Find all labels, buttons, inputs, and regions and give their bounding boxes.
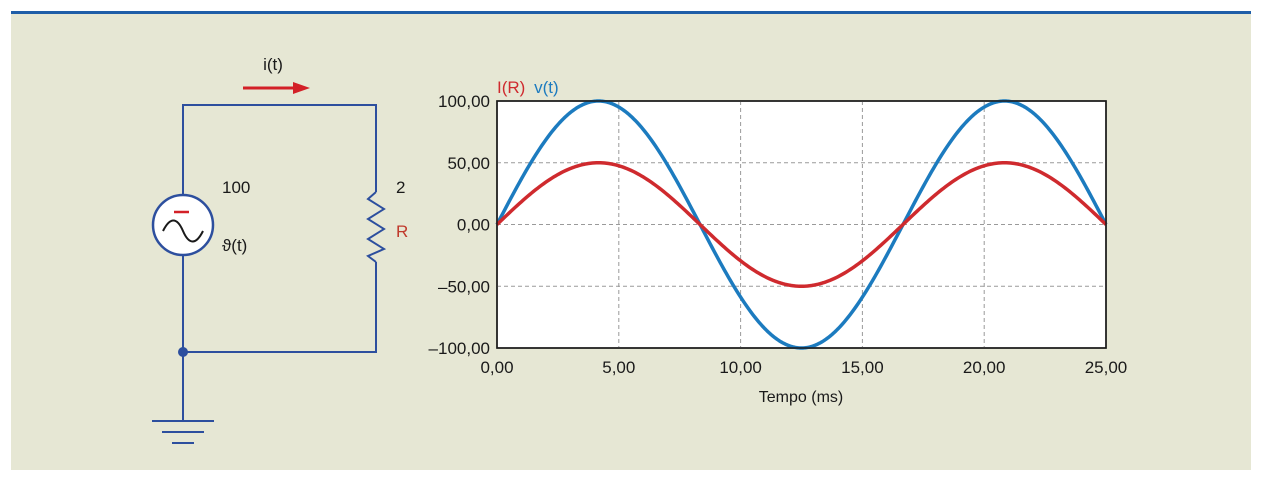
wire-top-loop bbox=[182, 104, 377, 195]
plot-frame bbox=[496, 100, 1107, 349]
ac-voltage-source-icon bbox=[151, 193, 215, 257]
resistor-label: R bbox=[396, 222, 408, 241]
top-rule bbox=[11, 11, 1251, 14]
current-label: i(t) bbox=[263, 55, 283, 74]
y-tick-label: –100,00 bbox=[429, 339, 490, 358]
ground-icon bbox=[152, 420, 214, 444]
x-tick-label: 5,00 bbox=[602, 358, 635, 377]
chart: 100,00 50,00 0,00 –50,00 –100,00 0,00 5,00 10,… bbox=[429, 78, 1128, 406]
source-label: ϑ(t) bbox=[222, 236, 247, 255]
x-tick-label: 25,00 bbox=[1085, 358, 1128, 377]
y-tick-label: –50,00 bbox=[438, 277, 490, 296]
x-tick-label: 10,00 bbox=[719, 358, 762, 377]
circuit: i(t) 100 ϑ(t) 2 R bbox=[151, 55, 408, 444]
x-axis-ticks: 0,00 5,00 10,00 15,00 20,00 25,00 bbox=[480, 358, 1127, 377]
x-tick-label: 20,00 bbox=[963, 358, 1006, 377]
x-tick-label: 0,00 bbox=[480, 358, 513, 377]
resistor-value-label: 2 bbox=[396, 178, 405, 197]
wire-bottom-loop bbox=[182, 255, 377, 353]
y-tick-label: 50,00 bbox=[447, 154, 490, 173]
legend-item-voltage: v(t) bbox=[534, 78, 559, 97]
source-value-label: 100 bbox=[222, 178, 250, 197]
x-axis-label: Tempo (ms) bbox=[759, 389, 843, 406]
current-arrow-icon bbox=[243, 82, 310, 94]
legend: I(R) v(t) bbox=[497, 78, 559, 97]
legend-item-current: I(R) bbox=[497, 78, 525, 97]
y-axis-ticks: 100,00 50,00 0,00 –50,00 –100,00 bbox=[429, 92, 490, 358]
resistor-icon bbox=[366, 191, 387, 263]
junction-node bbox=[178, 347, 188, 357]
series-line-current bbox=[495, 161, 1108, 288]
x-tick-label: 15,00 bbox=[841, 358, 884, 377]
y-tick-label: 100,00 bbox=[438, 92, 490, 111]
y-tick-label: 0,00 bbox=[457, 216, 490, 235]
